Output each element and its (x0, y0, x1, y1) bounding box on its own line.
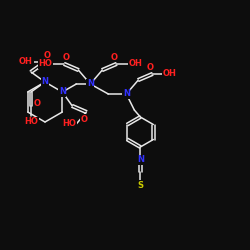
Text: O: O (111, 52, 118, 62)
Text: O: O (34, 100, 40, 108)
Text: O: O (81, 114, 88, 124)
Text: HO: HO (24, 118, 38, 126)
Text: OH: OH (162, 70, 176, 78)
Text: HO: HO (62, 120, 76, 128)
Text: HO: HO (38, 60, 52, 68)
Text: N: N (87, 80, 94, 88)
Text: OH: OH (128, 60, 142, 68)
Text: O: O (63, 52, 70, 62)
Text: N: N (123, 90, 130, 98)
Text: N: N (42, 78, 48, 86)
Text: S: S (137, 180, 143, 190)
Text: OH: OH (19, 58, 33, 66)
Text: O: O (147, 62, 154, 72)
Text: N: N (59, 88, 66, 96)
Text: O: O (44, 52, 51, 60)
Text: N: N (137, 156, 144, 164)
